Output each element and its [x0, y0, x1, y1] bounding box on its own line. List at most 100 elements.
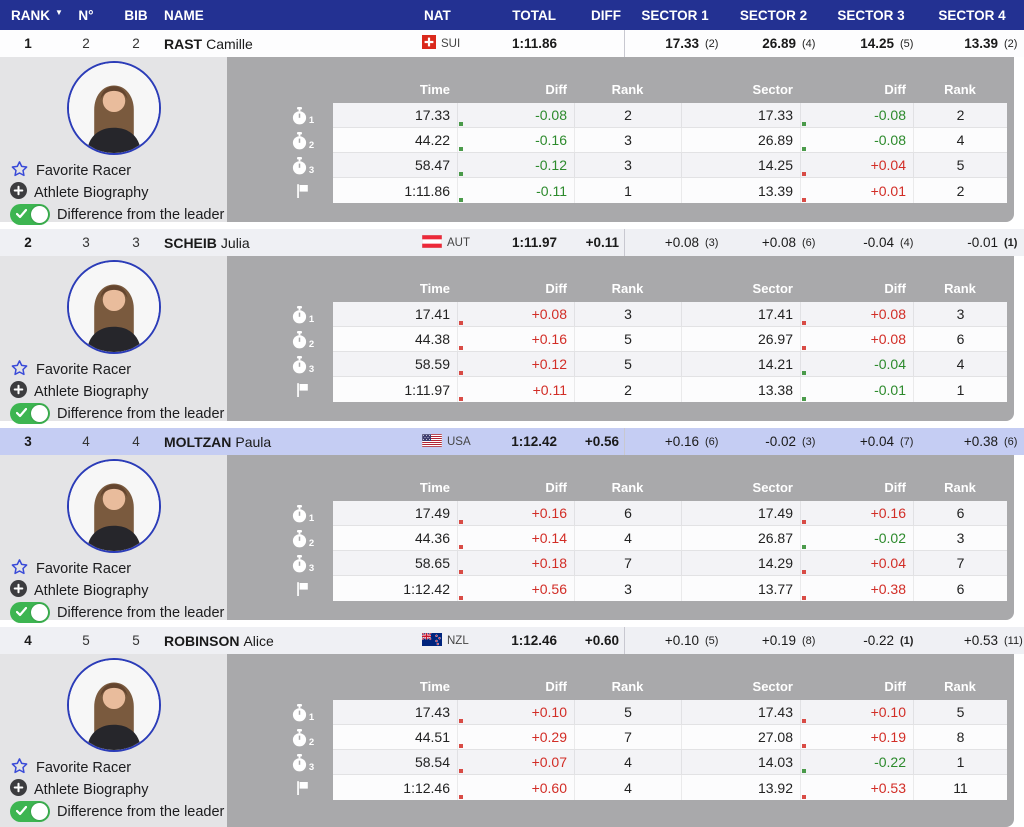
racer-photo	[66, 61, 161, 155]
star-icon	[10, 757, 29, 779]
summary-row-robinson[interactable]: 4 5 5 ROBINSON Alice NZL 1:12.46 +0.60 +0.10 (5) +…	[0, 627, 1024, 654]
split-sector-rank: 2	[913, 178, 1007, 203]
sector3-cell: 14.25 (5)	[822, 36, 920, 51]
split-row-2: 44.22 -0.16 3 26.89 -0.08 4	[333, 128, 1007, 153]
split-time-rank: 3	[574, 302, 681, 326]
sector-value: 17.33	[665, 36, 699, 51]
split-sector: 26.97	[681, 327, 800, 351]
sector-rank: (5)	[900, 37, 914, 50]
sector-rank: (8)	[802, 634, 816, 647]
number-cell: 4	[82, 434, 90, 449]
sector-value: +0.16	[664, 434, 699, 449]
splits-table: Time Diff Rank Sector Diff Rank 17.43 +0.10 5 17.…	[333, 672, 1007, 800]
header-diff: DIFF	[591, 7, 621, 23]
difference-from-leader-toggle[interactable]	[10, 602, 50, 623]
favorite-racer-button[interactable]: Favorite Racer	[10, 160, 227, 181]
split-sector-diff: +0.08	[800, 327, 913, 351]
sector4-cell: 13.39 (2)	[920, 36, 1024, 51]
splits-header-rank2: Rank	[944, 81, 976, 97]
splits-header-rank2: Rank	[944, 479, 976, 495]
sector-value: 14.25	[860, 36, 894, 51]
split-sector: 13.38	[681, 377, 800, 402]
favorite-racer-button[interactable]: Favorite Racer	[10, 757, 227, 778]
athlete-biography-button[interactable]: Athlete Biography	[10, 779, 227, 800]
favorite-racer-label: Favorite Racer	[36, 162, 132, 179]
difference-from-leader-toggle[interactable]	[10, 801, 50, 822]
sector3-cell: -0.22 (1)	[822, 633, 920, 648]
split-sector-rank: 7	[913, 551, 1007, 575]
athlete-biography-button[interactable]: Athlete Biography	[10, 580, 227, 601]
header-rank[interactable]: RANK ▼	[0, 7, 63, 23]
split-time: 17.43	[414, 704, 450, 720]
star-icon	[10, 558, 29, 580]
splits-header-rank: Rank	[611, 479, 644, 495]
split-sector-rank: 6	[913, 576, 1007, 601]
sector2-cell: +0.19 (8)	[725, 633, 822, 648]
split-sector: 14.25	[681, 153, 800, 177]
summary-row-moltzan[interactable]: 3 4 4 MOLTZAN Paula USA 1:12.42 +0.56 +0.16 (6) -0…	[0, 428, 1024, 455]
splits-panel: 1 2 3 Time Diff Rank Sector Diff Rank 17.33 -0.08 2…	[227, 57, 1014, 222]
splits-header-time: Time	[419, 280, 450, 296]
split-sector-diff: +0.08	[800, 302, 913, 326]
surname-label: SCHEIB	[164, 234, 217, 251]
athlete-biography-button[interactable]: Athlete Biography	[10, 381, 227, 402]
athlete-biography-button[interactable]: Athlete Biography	[10, 182, 227, 203]
split-time-rank: 1	[574, 178, 681, 203]
sector-value: -0.02	[765, 434, 796, 449]
splits-header-diff2: Diff	[884, 280, 906, 296]
racer-blocks: 1 2 2 RAST Camille SUI 1:11.86 17.33 (2) 26.89 (4)…	[0, 30, 1024, 827]
sector2-cell: +0.08 (6)	[725, 235, 822, 250]
splits-header-time: Time	[419, 678, 450, 694]
split-time-rank: 5	[574, 352, 681, 376]
favorite-racer-button[interactable]: Favorite Racer	[10, 558, 227, 579]
header-sector-3: SECTOR 3	[837, 7, 905, 23]
split-time: 1:11.86	[404, 182, 450, 199]
difference-toggle-row: Difference from the leader	[10, 602, 227, 623]
split-sector-diff: +0.53	[800, 775, 913, 800]
split-sector-rank: 2	[913, 103, 1007, 127]
sector-rank: (3)	[705, 236, 719, 249]
sector4-cell: +0.53 (11)	[920, 633, 1024, 648]
split-time-rank: 3	[574, 153, 681, 177]
header-rank-label: RANK	[11, 7, 50, 23]
splits-header-sector: Sector	[752, 280, 793, 296]
split-time-rank: 4	[574, 526, 681, 550]
split-row-1: 17.33 -0.08 2 17.33 -0.08 2	[333, 103, 1007, 128]
split-time-diff: -0.08	[457, 103, 574, 127]
difference-from-leader-toggle[interactable]	[10, 403, 50, 424]
split-row-3: 58.65 +0.18 7 14.29 +0.04 7	[333, 551, 1007, 576]
split-time: 17.41	[414, 306, 450, 322]
split-sector-rank: 6	[913, 327, 1007, 351]
stopwatch-icon-3: 3	[279, 153, 325, 178]
summary-row-scheib[interactable]: 2 3 3 SCHEIB Julia AUT 1:11.97 +0.11 +0.08 (3) +0.…	[0, 229, 1024, 256]
split-time-diff: -0.11	[457, 178, 574, 203]
split-row-2: 44.51 +0.29 7 27.08 +0.19 8	[333, 725, 1007, 750]
stopwatch-icon-3: 3	[279, 551, 325, 576]
split-sector: 17.43	[681, 700, 800, 724]
summary-row-rast[interactable]: 1 2 2 RAST Camille SUI 1:11.86 17.33 (2) 26.89 (4)…	[0, 30, 1024, 57]
toggle-knob	[31, 803, 48, 820]
difference-from-leader-toggle[interactable]	[10, 204, 50, 225]
split-time-diff: +0.08	[457, 302, 574, 326]
sector-value: +0.08	[761, 235, 796, 250]
number-cell: 2	[82, 36, 90, 51]
split-sector: 17.41	[681, 302, 800, 326]
sector-rank: (11)	[1004, 634, 1023, 647]
split-time-diff: +0.07	[457, 750, 574, 774]
split-time-rank: 5	[574, 700, 681, 724]
sector-value: 13.39	[964, 36, 998, 51]
splits-header-diff2: Diff	[884, 81, 906, 97]
athlete-biography-label: Athlete Biography	[34, 582, 149, 599]
header-number: N°	[78, 7, 94, 23]
splits-header-sector: Sector	[752, 678, 793, 694]
splits-header-rank: Rank	[611, 280, 644, 296]
total-diff: +0.56	[560, 428, 625, 455]
sector-rank: (4)	[900, 236, 914, 249]
split-sector-rank: 3	[913, 526, 1007, 550]
sector2-cell: -0.02 (3)	[725, 434, 822, 449]
athlete-panel: Favorite Racer Athlete Biography Differenc…	[0, 256, 227, 424]
split-time: 17.33	[414, 107, 450, 123]
favorite-racer-button[interactable]: Favorite Racer	[10, 359, 227, 380]
difference-from-leader-label: Difference from the leader	[57, 803, 225, 820]
splits-panel: 1 2 3 Time Diff Rank Sector Diff Rank 17.49 +0.16 6…	[227, 455, 1014, 620]
